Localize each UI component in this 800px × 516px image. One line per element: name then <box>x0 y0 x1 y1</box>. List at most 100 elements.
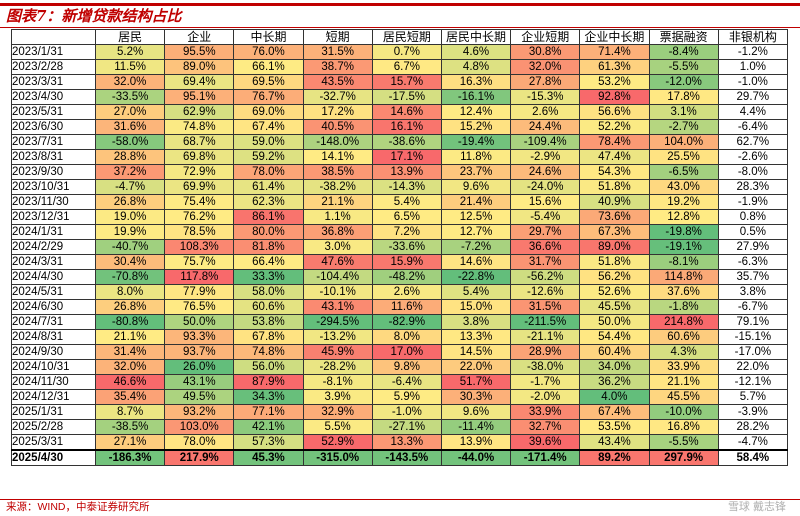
value-cell: -38.5% <box>94 419 166 435</box>
column-header: 企业 <box>164 29 235 45</box>
value-cell: 69.5% <box>233 74 304 90</box>
value-cell: 21.4% <box>440 194 512 210</box>
value-cell: 14.1% <box>302 149 373 165</box>
row-date: 2025/3/31 <box>11 434 96 451</box>
value-cell: 31.4% <box>94 344 166 360</box>
value-cell: 29.7% <box>510 224 581 240</box>
value-cell: 67.3% <box>579 224 650 240</box>
value-cell: 66.1% <box>233 59 304 75</box>
value-cell: 13.9% <box>440 434 512 451</box>
row-date: 2024/4/30 <box>11 269 96 285</box>
value-cell: 35.4% <box>94 389 166 405</box>
value-cell: 78.4% <box>579 134 650 150</box>
table-row: 2023/3/31 32.0% 69.4% 69.5% 43.5% 15.7% 16.3% 2… <box>11 74 789 90</box>
value-cell: -17.5% <box>371 89 442 105</box>
table-row: 2024/3/31 30.4% 75.7% 66.4% 47.6% 15.9% 14.6% 3… <box>11 254 789 270</box>
row-date: 2023/2/28 <box>11 59 96 75</box>
value-cell: 76.7% <box>233 89 304 105</box>
value-cell: 0.8% <box>717 209 789 225</box>
value-cell: 87.9% <box>233 374 304 390</box>
value-cell: 78.0% <box>233 164 304 180</box>
column-header: 企业短期 <box>510 29 581 45</box>
value-cell: 74.8% <box>164 119 235 135</box>
value-cell: 67.4% <box>233 119 304 135</box>
value-cell: 78.5% <box>164 224 235 240</box>
value-cell: 23.7% <box>440 164 512 180</box>
header-row: 居民 企业 中长期 短期 居民短期 居民中长期 企业短期 企业中长期 票据融资 非银机构 <box>11 29 789 45</box>
value-cell: 30.3% <box>440 389 512 405</box>
value-cell: 32.9% <box>302 404 373 420</box>
row-date: 2025/2/28 <box>11 419 96 435</box>
table-row: 2023/8/31 28.8% 69.8% 59.2% 14.1% 17.1% 11.8% -… <box>11 149 789 165</box>
value-cell: -17.0% <box>717 344 789 360</box>
value-cell: 114.8% <box>648 269 719 285</box>
value-cell: 78.0% <box>164 434 235 451</box>
value-cell: 69.9% <box>164 179 235 195</box>
row-date: 2024/12/31 <box>11 389 96 405</box>
value-cell: 28.3% <box>717 179 789 195</box>
table-row: 2025/4/30 -186.3% 217.9% 45.3% -315.0% -143.5… <box>11 449 789 466</box>
value-cell: 33.3% <box>233 269 304 285</box>
value-cell: 40.9% <box>579 194 650 210</box>
value-cell: 32.0% <box>510 59 581 75</box>
value-cell: -11.4% <box>440 419 512 435</box>
value-cell: -1.7% <box>510 374 581 390</box>
value-cell: 5.4% <box>440 284 512 300</box>
value-cell: 32.0% <box>94 74 166 90</box>
value-cell: -315.0% <box>302 449 373 466</box>
header-blank <box>11 29 96 45</box>
value-cell: -10.0% <box>648 404 719 420</box>
value-cell: 12.5% <box>440 209 512 225</box>
value-cell: 9.6% <box>440 404 512 420</box>
value-cell: -24.0% <box>510 179 581 195</box>
value-cell: 45.5% <box>579 299 650 315</box>
value-cell: 92.8% <box>579 89 650 105</box>
value-cell: -143.5% <box>371 449 442 466</box>
value-cell: 4.8% <box>440 59 512 75</box>
title-rule <box>0 27 800 28</box>
value-cell: 11.5% <box>94 59 166 75</box>
value-cell: 297.9% <box>648 449 719 466</box>
value-cell: -6.4% <box>717 119 789 135</box>
table-row: 2023/5/31 27.0% 62.9% 69.0% 17.2% 14.6% 12.4% 2… <box>11 104 789 120</box>
value-cell: 16.8% <box>648 419 719 435</box>
value-cell: 0.5% <box>717 224 789 240</box>
value-cell: 56.2% <box>579 269 650 285</box>
value-cell: 50.0% <box>164 314 235 330</box>
value-cell: 24.6% <box>510 164 581 180</box>
value-cell: 93.3% <box>164 329 235 345</box>
value-cell: -10.1% <box>302 284 373 300</box>
bottom-rule <box>0 499 800 500</box>
value-cell: 45.3% <box>233 449 304 466</box>
value-cell: -8.4% <box>648 44 719 60</box>
value-cell: -28.2% <box>302 359 373 375</box>
value-cell: 19.9% <box>94 224 166 240</box>
row-date: 2023/12/31 <box>11 209 96 225</box>
value-cell: 25.5% <box>648 149 719 165</box>
column-header: 居民短期 <box>371 29 442 45</box>
value-cell: 27.9% <box>717 239 789 255</box>
row-date: 2023/8/31 <box>11 149 96 165</box>
table-row: 2024/2/29 -40.7% 108.3% 81.8% 3.0% -33.6% -7.2… <box>11 239 789 255</box>
value-cell: 13.9% <box>371 164 442 180</box>
value-cell: -2.6% <box>717 149 789 165</box>
row-date: 2024/10/31 <box>11 359 96 375</box>
value-cell: 68.7% <box>164 134 235 150</box>
value-cell: 47.4% <box>579 149 650 165</box>
value-cell: -58.0% <box>94 134 166 150</box>
value-cell: 43.5% <box>302 74 373 90</box>
value-cell: -3.9% <box>717 404 789 420</box>
loan-structure-table: 居民 企业 中长期 短期 居民短期 居民中长期 企业短期 企业中长期 票据融资 非银机构 2023… <box>11 29 789 466</box>
value-cell: 3.8% <box>440 314 512 330</box>
table-row: 2023/11/30 26.8% 75.4% 62.3% 21.1% 5.4% 21.4% 1… <box>11 194 789 210</box>
value-cell: 2.6% <box>510 104 581 120</box>
value-cell: -8.1% <box>302 374 373 390</box>
value-cell: 74.8% <box>233 344 304 360</box>
value-cell: 77.9% <box>164 284 235 300</box>
row-date: 2024/5/31 <box>11 284 96 300</box>
value-cell: 15.7% <box>371 74 442 90</box>
table-row: 2024/10/31 32.0% 26.0% 56.0% -28.2% 9.8% 22.0%… <box>11 359 789 375</box>
value-cell: 4.6% <box>440 44 512 60</box>
chart-title: 图表7：新增贷款结构占比 <box>6 7 182 25</box>
value-cell: 54.3% <box>579 164 650 180</box>
